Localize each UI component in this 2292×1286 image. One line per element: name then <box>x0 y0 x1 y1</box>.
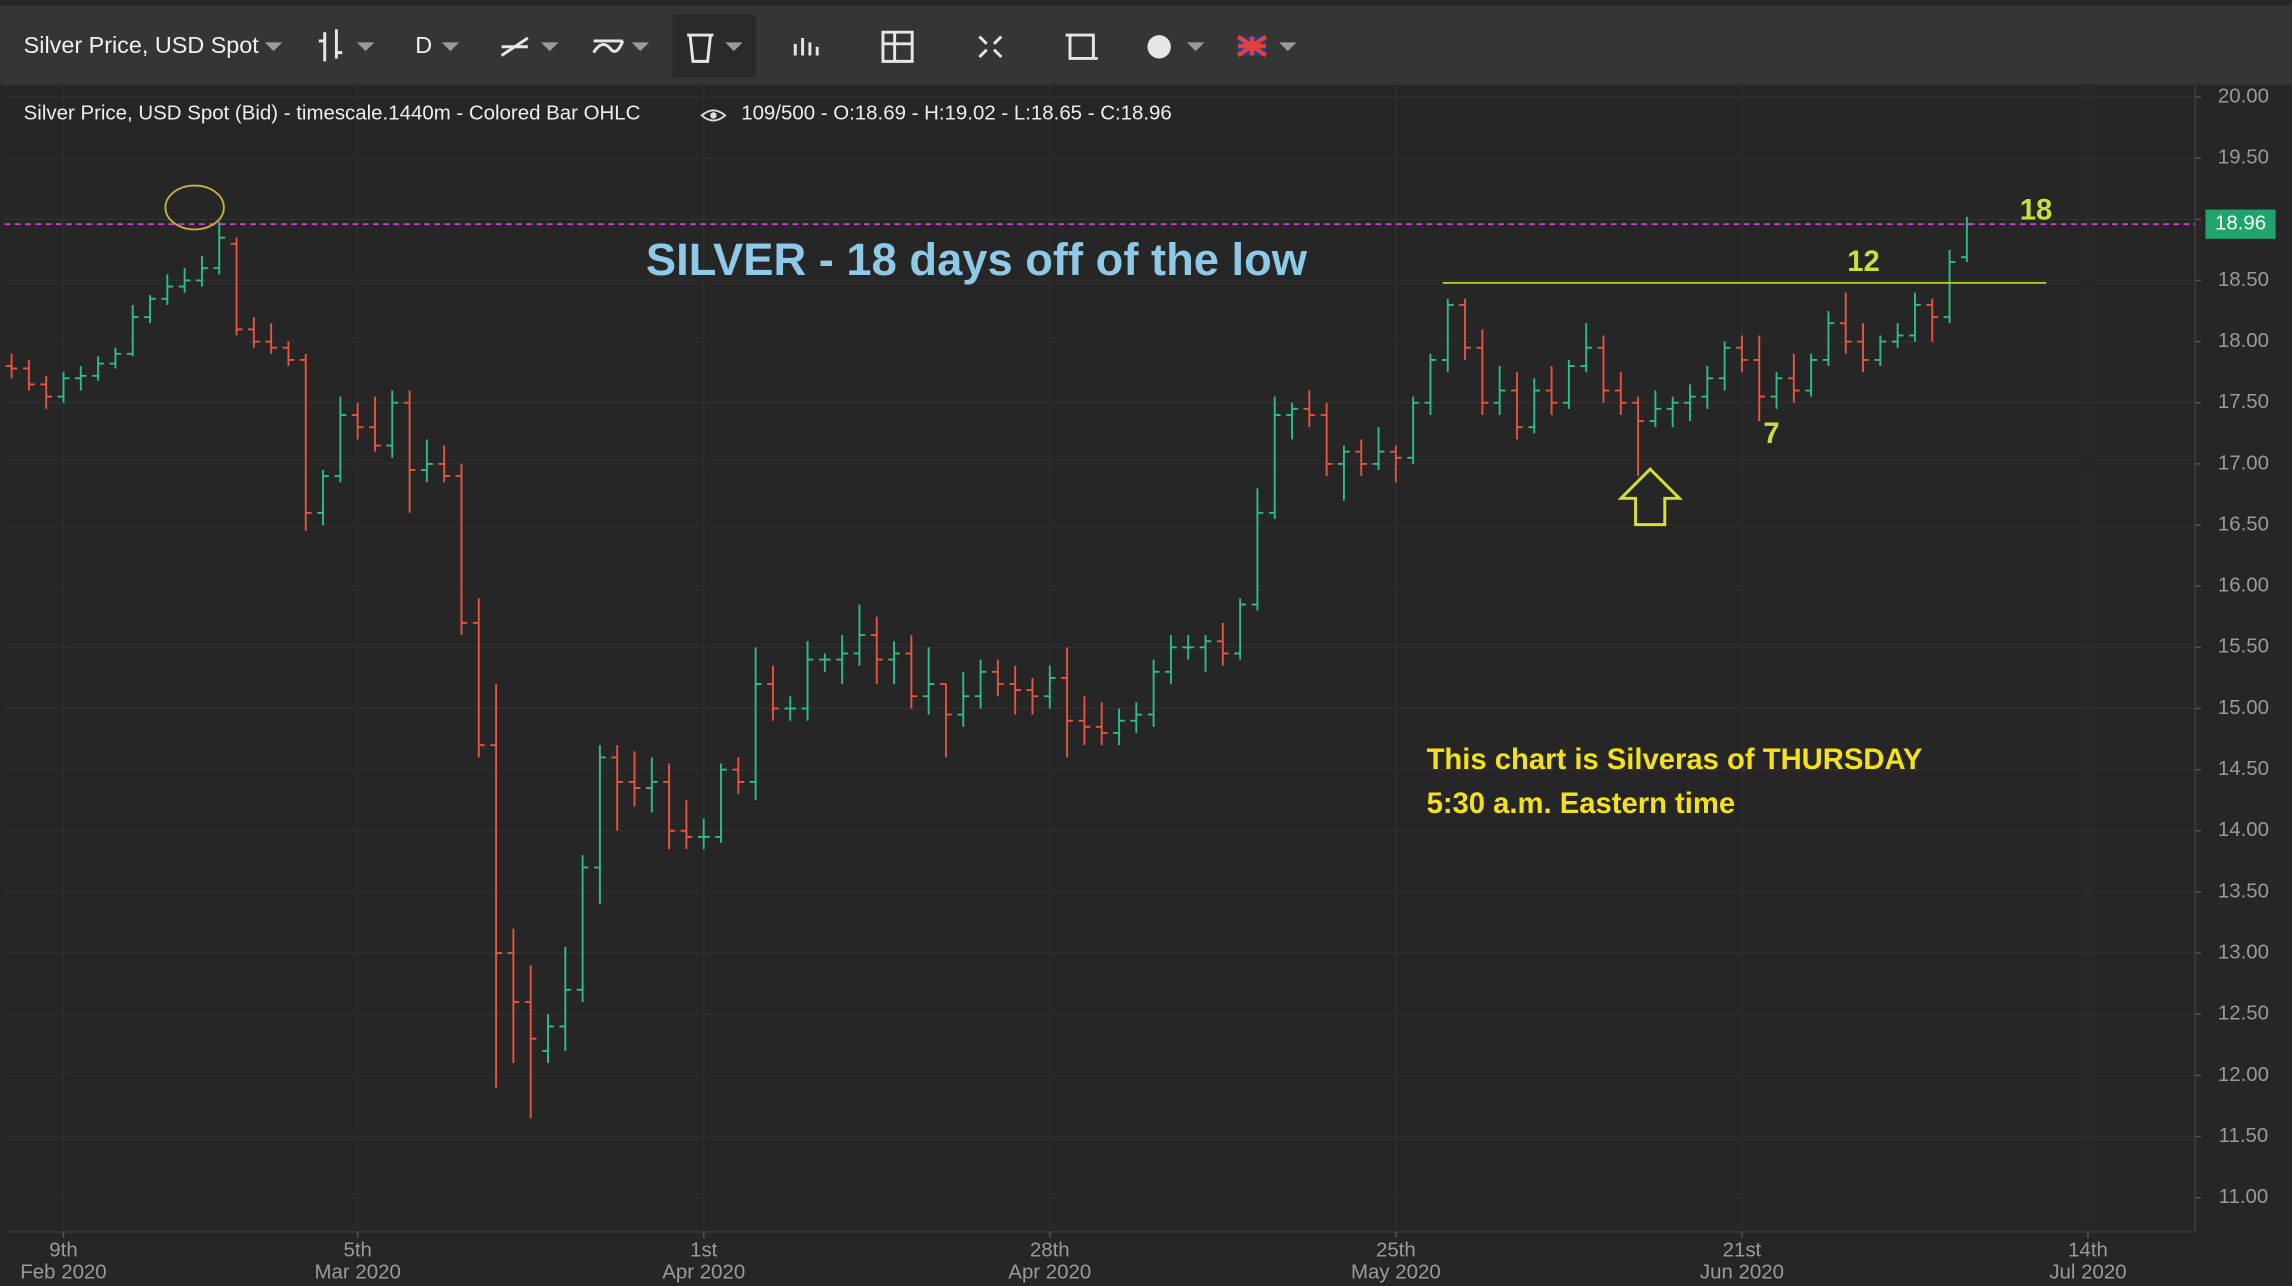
y-tick-label: 20.00 <box>2218 84 2269 107</box>
y-tick-label: 18.50 <box>2218 268 2269 291</box>
x-tick-label: 9th <box>49 1238 77 1261</box>
y-tick-label: 12.50 <box>2218 1002 2269 1025</box>
x-tick-sublabel: Jun 2020 <box>1700 1260 1784 1283</box>
last-price-tag <box>2205 209 2276 239</box>
y-tick-label: 14.00 <box>2218 818 2269 841</box>
icon <box>318 29 343 62</box>
x-tick-sublabel: Jul 2020 <box>2049 1260 2126 1283</box>
highlight-ellipse <box>164 184 225 231</box>
flag-cross <box>1236 34 1268 58</box>
count-label: 7 <box>1763 418 1779 450</box>
y-tick-label: 17.00 <box>2218 451 2269 474</box>
note-line: 5:30 a.m. Eastern time <box>1427 788 1736 820</box>
y-tick-label: 19.50 <box>2218 146 2269 169</box>
theme-button[interactable] <box>1147 35 1205 59</box>
language-button[interactable] <box>1236 34 1297 58</box>
dropdown-arrow <box>1186 42 1205 52</box>
snapshot-button[interactable] <box>1065 33 1098 60</box>
y-tick-label: 15.00 <box>2218 696 2269 719</box>
last-price-label: 18.96 <box>2215 212 2266 235</box>
x-tick-label: 25th <box>1376 1238 1416 1261</box>
y-tick-label: 13.00 <box>2218 940 2269 963</box>
visibility-icon[interactable] <box>700 109 727 122</box>
x-tick-sublabel: Feb 2020 <box>20 1260 106 1283</box>
x-tick-label: 21st <box>1723 1238 1762 1261</box>
dropdown-arrow <box>1278 42 1297 52</box>
x-tick-sublabel: Apr 2020 <box>662 1260 745 1283</box>
x-tick-sublabel: Apr 2020 <box>1008 1260 1091 1283</box>
y-tick-label: 11.50 <box>2219 1124 2269 1147</box>
y-tick-label: 16.50 <box>2218 512 2269 535</box>
y-tick-label: 11.00 <box>2219 1185 2269 1208</box>
drawing-tools-button[interactable] <box>500 36 559 57</box>
period-selector[interactable]: D <box>415 32 432 58</box>
x-tick-sublabel: Mar 2020 <box>314 1260 400 1283</box>
y-tick-label: 14.50 <box>2218 757 2269 780</box>
low-arrow <box>1617 467 1683 527</box>
y-tick-label: 13.50 <box>2218 879 2269 902</box>
button-bg <box>672 14 756 78</box>
count-label: 12 <box>1847 246 1880 278</box>
chart-title: SILVER - 18 days off of the low <box>646 234 1308 285</box>
y-tick-label: 12.00 <box>2218 1063 2269 1086</box>
visibility-icon-dot <box>710 112 717 119</box>
dropdown-arrow[interactable] <box>441 42 460 52</box>
x-tick-sublabel: May 2020 <box>1351 1260 1441 1283</box>
chart-type-button[interactable] <box>318 29 375 62</box>
plot: 20.0019.5019.0018.5018.0017.5017.0016.50… <box>4 84 2276 1283</box>
dropdown-arrow[interactable] <box>264 42 283 52</box>
x-tick-label: 5th <box>343 1238 371 1261</box>
chart-info: Silver Price, USD Spot (Bid) - timescale… <box>24 101 641 124</box>
dropdown-arrow <box>540 42 559 52</box>
toolbar <box>0 5 2292 85</box>
icon <box>687 33 714 63</box>
x-tick-label: 14th <box>2068 1238 2108 1261</box>
dropdown-arrow <box>631 42 650 52</box>
fullscreen-button[interactable] <box>978 35 1003 59</box>
volume-button[interactable] <box>793 37 819 56</box>
y-tick-label: 15.50 <box>2218 635 2269 658</box>
y-tick-label: 18.00 <box>2218 329 2269 352</box>
icon <box>1147 35 1171 59</box>
delete-button[interactable] <box>672 14 756 78</box>
icon <box>500 36 529 57</box>
chart-info-values: 109/500 - O:18.69 - H:19.02 - L:18.65 - … <box>741 101 1172 124</box>
dropdown-arrow <box>356 42 375 52</box>
y-tick-label: 16.00 <box>2218 574 2269 597</box>
y-tick-label: 17.50 <box>2218 390 2269 413</box>
note-line: This chart is Silveras of THURSDAY <box>1427 744 1923 776</box>
count-label: 18 <box>2020 195 2053 227</box>
x-tick-label: 1st <box>690 1238 718 1261</box>
indicators-button[interactable] <box>592 39 650 54</box>
dropdown-arrow <box>725 42 743 52</box>
x-tick-label: 28th <box>1030 1238 1070 1261</box>
layout-button[interactable] <box>881 30 914 63</box>
instrument-selector[interactable]: Silver Price, USD Spot <box>24 32 260 58</box>
icon <box>592 39 625 54</box>
